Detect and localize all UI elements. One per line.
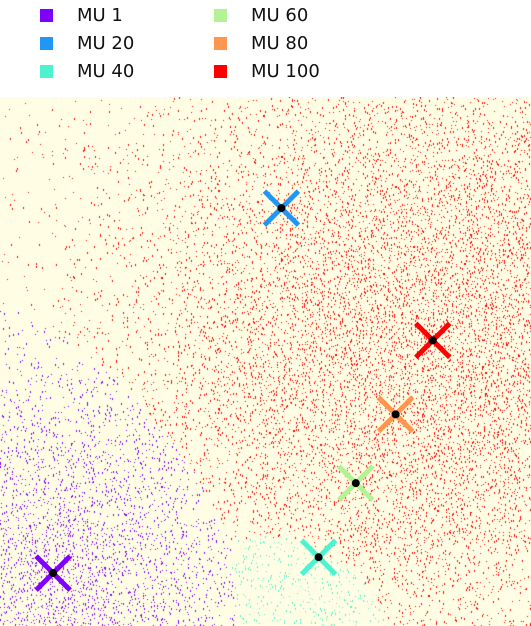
legend-label: MU 1: [77, 5, 123, 26]
legend-label: MU 40: [77, 61, 135, 82]
legend-item: MU 100: [214, 61, 320, 82]
marker-center-dot: [277, 204, 286, 213]
cluster-center-marker: [262, 189, 301, 227]
cluster-center-marker: [376, 395, 415, 434]
legend-swatch: [214, 65, 227, 78]
legend-label: MU 100: [251, 61, 320, 82]
legend-label: MU 20: [77, 33, 135, 54]
marker-center-dot: [49, 569, 58, 578]
legend-item: MU 1: [40, 5, 123, 26]
marker-center-dot: [351, 479, 360, 488]
marker-center-dot: [314, 553, 323, 562]
cluster-center-marker: [337, 464, 375, 502]
cluster-center-marker: [299, 538, 338, 576]
chart-legend: MU 1 MU 20 MU 40 MU 60 MU 80 MU 100: [0, 0, 531, 96]
legend-item: MU 80: [214, 33, 308, 54]
plot-area: [0, 97, 531, 626]
legend-label: MU 80: [251, 33, 309, 54]
marker-center-dot: [428, 336, 437, 345]
scatter-point-cloud: [0, 97, 531, 626]
legend-swatch: [40, 37, 53, 50]
legend-item: MU 40: [40, 61, 134, 82]
legend-swatch: [40, 65, 53, 78]
legend-swatch: [214, 37, 227, 50]
legend-swatch: [214, 9, 227, 22]
marker-layer: [34, 189, 452, 592]
legend-swatch: [40, 9, 53, 22]
cluster-center-marker: [34, 554, 72, 592]
marker-center-dot: [391, 410, 400, 419]
cluster-center-marker: [413, 321, 452, 360]
legend-item: MU 60: [214, 5, 308, 26]
legend-label: MU 60: [251, 5, 309, 26]
legend-item: MU 20: [40, 33, 134, 54]
